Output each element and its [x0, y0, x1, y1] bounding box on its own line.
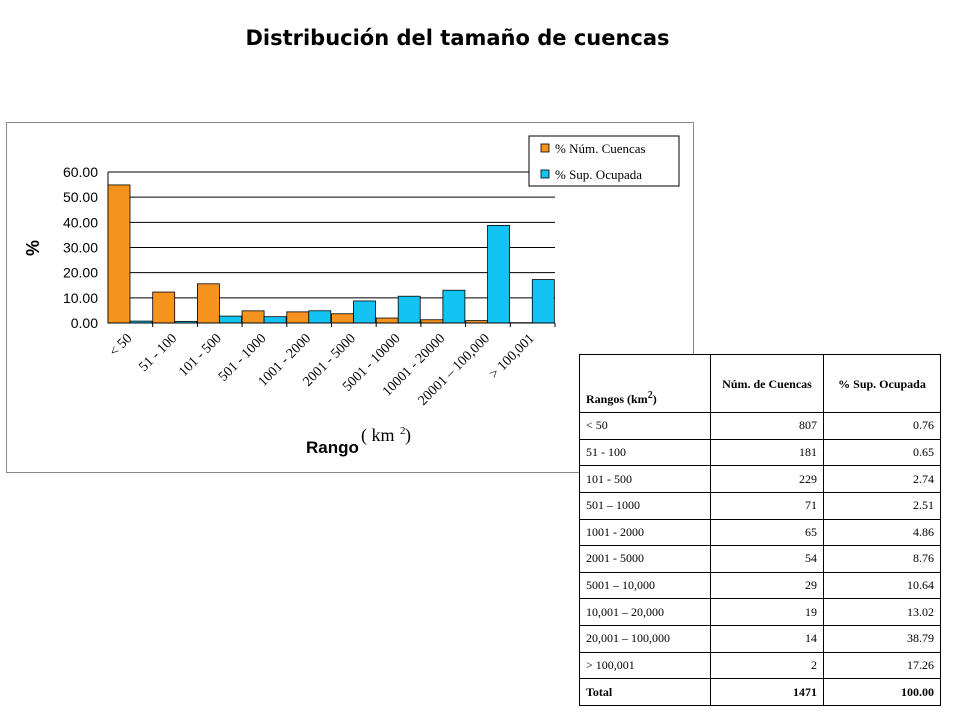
cell-sup-ocupada: 0.65: [824, 439, 941, 466]
bar-sup-ocupada: [354, 301, 376, 323]
cell-rango: 10,001 – 20,000: [580, 599, 711, 626]
cell-sup-ocupada: 13.02: [824, 599, 941, 626]
cell-sup-ocupada: 4.86: [824, 519, 941, 546]
y-axis-label: %: [23, 240, 43, 256]
cell-rango: 501 – 1000: [580, 492, 711, 519]
cell-rango: 5001 – 10,000: [580, 572, 711, 599]
table-header-row: Rangos (km2) Núm. de Cuencas % Sup. Ocup…: [580, 355, 941, 413]
table-row: 501 – 1000 71 2.51: [580, 492, 941, 519]
table-row: 20,001 – 100,000 14 38.79: [580, 626, 941, 653]
table-row: 2001 - 5000 54 8.76: [580, 546, 941, 573]
cell-num-cuencas: 14: [711, 626, 824, 653]
bar-num-cuencas: [197, 284, 219, 323]
x-axis-label: Rango: [306, 438, 359, 457]
table-row: 1001 - 2000 65 4.86: [580, 519, 941, 546]
table-row: 10,001 – 20,000 19 13.02: [580, 599, 941, 626]
table-row: 51 - 100 181 0.65: [580, 439, 941, 466]
y-tick-label: 60.00: [63, 164, 98, 180]
cell-total-sup: 100.00: [824, 679, 941, 706]
data-table: Rangos (km2) Núm. de Cuencas % Sup. Ocup…: [579, 354, 941, 706]
cell-rango: < 50: [580, 413, 711, 440]
bar-num-cuencas: [242, 311, 264, 323]
cell-num-cuencas: 65: [711, 519, 824, 546]
cell-num-cuencas: 29: [711, 572, 824, 599]
header-num-cuencas: Núm. de Cuencas: [711, 355, 824, 413]
table-row: > 100,001 2 17.26: [580, 652, 941, 679]
cell-sup-ocupada: 2.74: [824, 466, 941, 493]
bar-sup-ocupada: [219, 316, 241, 323]
cell-num-cuencas: 229: [711, 466, 824, 493]
cell-rango: > 100,001: [580, 652, 711, 679]
x-tick-label: > 100,001: [487, 331, 538, 382]
cell-sup-ocupada: 2.51: [824, 492, 941, 519]
bar-num-cuencas: [108, 185, 130, 323]
table-row: 5001 – 10,000 29 10.64: [580, 572, 941, 599]
bar-sup-ocupada: [309, 311, 331, 323]
bar-num-cuencas: [287, 312, 309, 323]
cell-sup-ocupada: 0.76: [824, 413, 941, 440]
cell-num-cuencas: 71: [711, 492, 824, 519]
cell-sup-ocupada: 38.79: [824, 626, 941, 653]
bar-num-cuencas: [376, 318, 398, 323]
y-tick-label: 20.00: [63, 265, 98, 281]
header-sup-ocupada: % Sup. Ocupada: [824, 355, 941, 413]
x-tick-label: 51 - 100: [137, 331, 181, 375]
cell-total-label: Total: [580, 679, 711, 706]
bar-sup-ocupada: [488, 225, 510, 323]
table-body: < 50 807 0.76 51 - 100 181 0.65 101 - 500 229 2.…: [580, 413, 941, 706]
cell-num-cuencas: 19: [711, 599, 824, 626]
cell-sup-ocupada: 17.26: [824, 652, 941, 679]
y-tick-label: 10.00: [63, 290, 98, 306]
cell-total-num: 1471: [711, 679, 824, 706]
slide-title: Distribución del tamaño de cuencas: [0, 26, 915, 50]
x-tick-label: < 50: [107, 331, 136, 360]
x-axis-unit: ( km: [361, 425, 395, 446]
y-tick-label: 0.00: [71, 315, 98, 331]
cell-num-cuencas: 181: [711, 439, 824, 466]
table-row: < 50 807 0.76: [580, 413, 941, 440]
bar-sup-ocupada: [398, 296, 420, 323]
legend-label-num-cuencas: % Núm. Cuencas: [555, 141, 646, 156]
cell-rango: 51 - 100: [580, 439, 711, 466]
y-tick-label: 30.00: [63, 240, 98, 256]
y-tick-label: 40.00: [63, 214, 98, 230]
bar-sup-ocupada: [264, 317, 286, 323]
legend-label-sup-ocupada: % Sup. Ocupada: [555, 167, 642, 182]
legend-swatch-sup-ocupada: [541, 170, 549, 178]
cell-num-cuencas: 2: [711, 652, 824, 679]
table-total-row: Total 1471 100.00: [580, 679, 941, 706]
bar-num-cuencas: [153, 292, 175, 323]
cell-rango: 1001 - 2000: [580, 519, 711, 546]
cell-sup-ocupada: 8.76: [824, 546, 941, 573]
bar-num-cuencas: [332, 314, 354, 323]
cell-rango: 101 - 500: [580, 466, 711, 493]
header-rangos: Rangos (km2): [580, 355, 711, 413]
cell-rango: 20,001 – 100,000: [580, 626, 711, 653]
cell-num-cuencas: 54: [711, 546, 824, 573]
cell-num-cuencas: 807: [711, 413, 824, 440]
y-tick-label: 50.00: [63, 189, 98, 205]
legend-swatch-num-cuencas: [541, 144, 549, 152]
cell-sup-ocupada: 10.64: [824, 572, 941, 599]
cell-rango: 2001 - 5000: [580, 546, 711, 573]
bar-sup-ocupada: [443, 290, 465, 323]
table-row: 101 - 500 229 2.74: [580, 466, 941, 493]
x-axis-unit-close: ): [405, 425, 411, 446]
bar-sup-ocupada: [532, 280, 554, 323]
